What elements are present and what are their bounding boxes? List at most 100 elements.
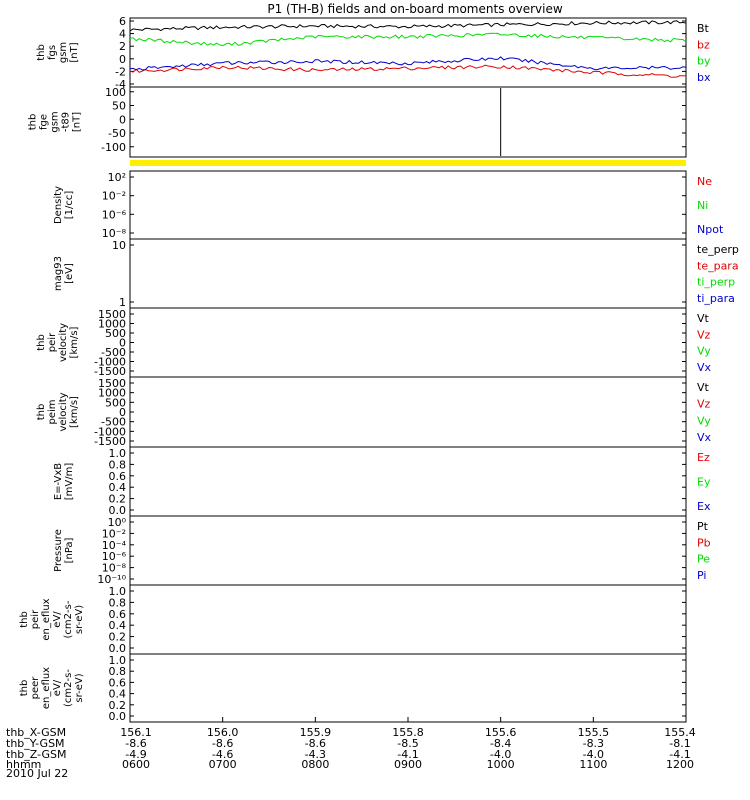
- y-axis-label-line: peir: [30, 609, 41, 629]
- y-axis-label: thb fgs gsm [nT]: [36, 42, 80, 63]
- y-tick-label: 0.2: [109, 493, 127, 506]
- x-tick-label: 1200: [666, 758, 694, 771]
- panel-frame: [129, 515, 687, 586]
- y-tick-label: 0: [119, 113, 126, 126]
- y-axis-label-line: peir: [47, 332, 58, 352]
- y-axis-label-line: thb: [19, 611, 30, 628]
- y-tick-label: 1500: [98, 377, 126, 390]
- panel-10: 1.00.80.60.40.20.0 thb peer en_eflux eV/(cm2…: [19, 653, 687, 723]
- legend-ey: Ey: [697, 476, 711, 489]
- y-tick-label: -1000: [94, 356, 126, 369]
- x-tick-label: -8.4: [490, 737, 511, 750]
- y-axis-label-line: [1/cc]: [64, 191, 75, 220]
- y-axis-label-line: -t89: [61, 112, 72, 132]
- y-tick-label: 0.0: [109, 710, 127, 723]
- legend-pt: Pt: [697, 520, 709, 533]
- y-tick-label: 10⁻⁶: [102, 550, 127, 563]
- series-line-bt: [129, 20, 687, 32]
- y-axis-label: thb fge gsm -t89 [nT]: [28, 111, 83, 132]
- y-tick-label: 1000: [98, 387, 126, 400]
- y-tick-label: 10²: [108, 171, 126, 184]
- y-tick-label: 4: [119, 28, 126, 41]
- panel-frame: [129, 653, 687, 723]
- y-axis-label-line: sr-eV): [74, 605, 85, 634]
- y-tick-label: 0.4: [109, 688, 127, 701]
- chart-title: P1 (TH-B) fields and on-board moments ov…: [267, 2, 563, 16]
- x-tick-label: -4.6: [212, 748, 233, 761]
- y-tick-label: 10⁻⁶: [102, 208, 127, 221]
- y-tick-label: 10⁻⁸: [102, 227, 127, 240]
- y-axis-label-line: fgs: [47, 45, 58, 60]
- y-tick-label: 10⁻²: [102, 190, 126, 203]
- y-tick-label: 0.6: [109, 470, 127, 483]
- y-tick-label: -1500: [94, 435, 126, 448]
- yellow-bar: [130, 160, 686, 166]
- panel-frame: [129, 170, 687, 240]
- legend-te_para: te_para: [697, 259, 739, 272]
- panel-frame: [129, 446, 687, 517]
- y-tick-label: 0.2: [109, 699, 127, 712]
- legend-pb: Pb: [697, 536, 711, 549]
- x-tick-label: -8.5: [397, 737, 418, 750]
- y-tick-label: 10⁻⁴: [102, 539, 127, 552]
- y-tick-label: -500: [101, 416, 126, 429]
- y-tick-label: 500: [105, 396, 126, 409]
- y-axis-label: thb peir velocity [km/s]: [36, 323, 80, 362]
- y-tick-label: 0.8: [109, 596, 127, 609]
- x-tick-label: -4.9: [125, 748, 146, 761]
- y-tick-label: -50: [108, 127, 126, 140]
- x-tick-label: 155.6: [485, 726, 517, 739]
- legend-ni: Ni: [697, 199, 708, 212]
- y-tick-label: 1.0: [109, 654, 127, 667]
- y-axis-label-line: thb: [36, 334, 47, 351]
- y-axis-label: thb peir en_eflux eV/(cm2-s-sr-eV): [19, 598, 85, 640]
- y-axis-label-line: peer: [30, 676, 41, 700]
- y-axis-label-line: [nPa]: [64, 537, 75, 563]
- y-tick-label: -1500: [94, 365, 126, 378]
- panel-frame: [129, 584, 687, 655]
- x-tick-label: -8.6: [125, 737, 146, 750]
- x-tick-label: 155.4: [664, 726, 696, 739]
- legend-pe: Pe: [697, 553, 710, 566]
- y-axis-label: E=-VxB [mV/m]: [53, 463, 75, 501]
- panel-frame: [129, 238, 687, 309]
- y-axis-label-line: thb: [28, 114, 39, 131]
- y-axis-label-line: en_eflux: [41, 667, 52, 709]
- legend-vy: Vy: [697, 414, 711, 427]
- y-tick-label: 10: [112, 239, 126, 252]
- legend-npot: Npot: [697, 223, 724, 236]
- legend-by: by: [697, 55, 711, 68]
- x-tick-label: 156.1: [120, 726, 152, 739]
- y-axis-label-line: gsm: [58, 42, 69, 63]
- x-tick-label: 0600: [122, 758, 150, 771]
- panel-4: 10 1 mag93 [eV] te_perp te_para ti_perp ti_para: [53, 238, 739, 309]
- y-axis-label: Pressure [nPa]: [53, 529, 75, 572]
- legend-bz: bz: [697, 38, 710, 51]
- legend-bx: bx: [697, 71, 711, 84]
- x-tick-label: 0800: [301, 758, 329, 771]
- y-tick-label: -100: [101, 141, 126, 154]
- x-tick-label: 0900: [394, 758, 422, 771]
- y-axis-label-line: [nT]: [72, 112, 83, 132]
- legend-vt: Vt: [697, 312, 710, 325]
- y-axis-label-line: gsm: [50, 111, 61, 132]
- y-axis-label-line: [km/s]: [69, 326, 80, 358]
- y-axis-label-line: (cm2-s-: [63, 600, 74, 638]
- x-tick-label: -4.0: [583, 748, 604, 761]
- x-row-label: thb_Z-GSM: [6, 748, 66, 761]
- y-axis-label: mag93 [eV]: [53, 256, 75, 291]
- x-tick-label: 1000: [487, 758, 515, 771]
- y-axis-label-line: (cm2-s-: [63, 669, 74, 707]
- legend-vx: Vx: [697, 431, 712, 444]
- legend-vt: Vt: [697, 381, 710, 394]
- y-axis-label-line: [nT]: [69, 42, 80, 62]
- y-tick-label: 1500: [98, 308, 126, 321]
- y-tick-label: 0.0: [109, 642, 127, 655]
- legend-vz: Vz: [697, 398, 711, 411]
- y-tick-label: 100: [105, 86, 126, 99]
- y-axis-label-line: velocity: [58, 323, 69, 362]
